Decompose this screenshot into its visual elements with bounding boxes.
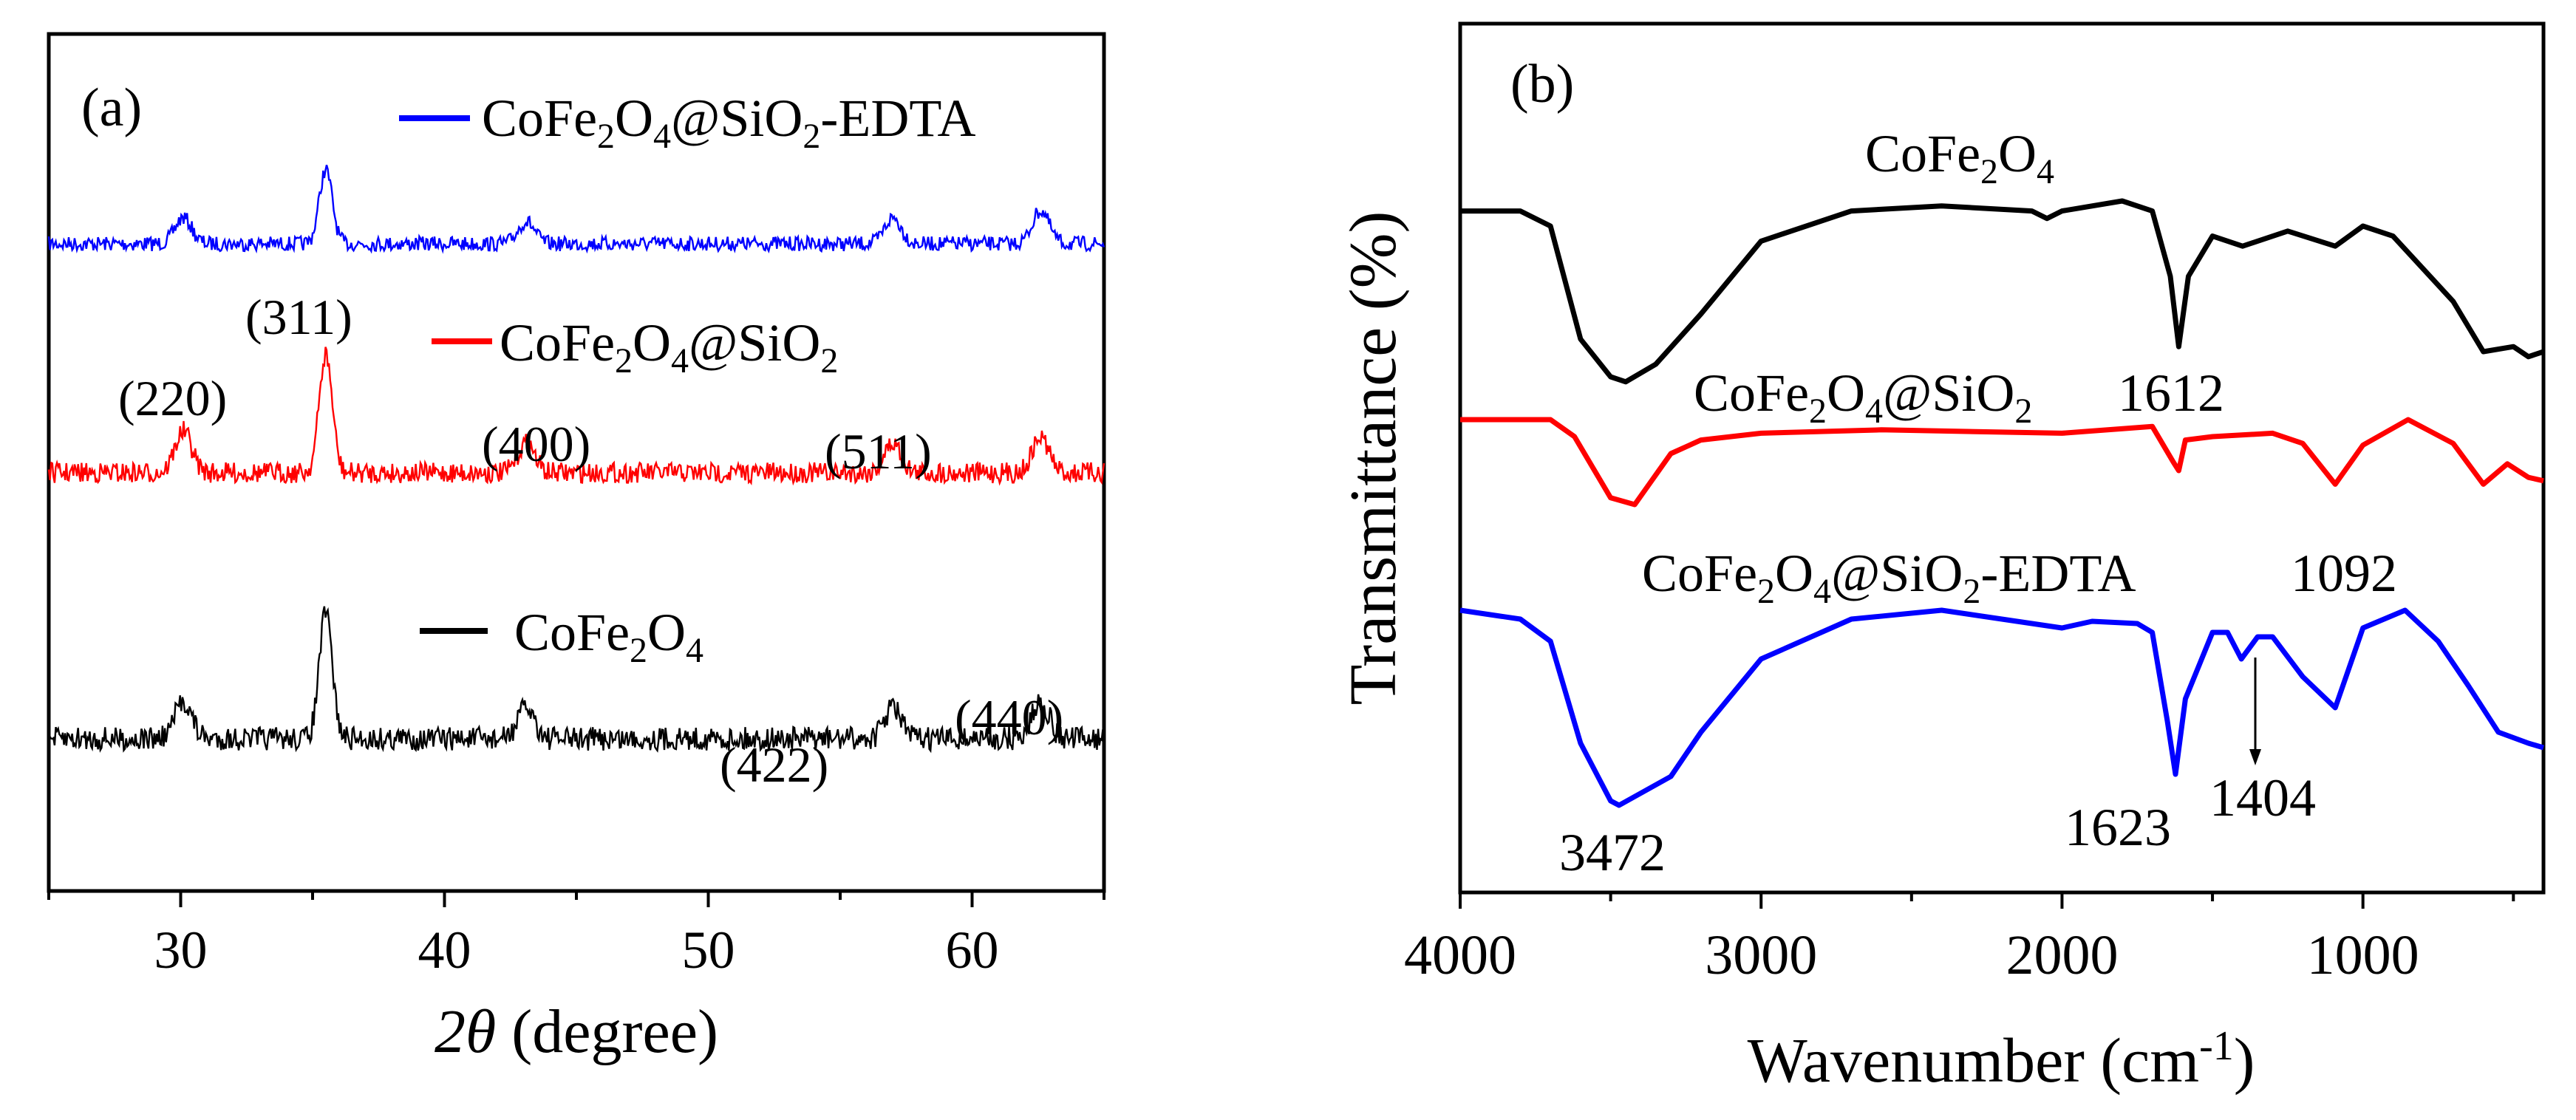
xrd-x-tick-label: 30: [154, 921, 208, 980]
xrd-annotation-220: (220): [118, 370, 227, 426]
xrd-x-axis-label: 2θ (degree): [435, 997, 718, 1066]
ftir-panel-label: (b): [1510, 54, 1574, 115]
xrd-x-tick-label: 40: [418, 921, 471, 980]
ftir-series-2: [1459, 607, 2544, 808]
xrd-x-tick-label: 50: [682, 921, 735, 980]
xrd-x-tick-label: 60: [946, 921, 999, 980]
xrd-legend-label-edta: CoFe2O4@SiO2-EDTA: [482, 89, 976, 156]
xrd-x-ticks: 30 40 50 60: [47, 891, 1105, 980]
ftir-label-sio2: CoFe2O4@SiO2: [1694, 363, 2032, 431]
xrd-series-1: [47, 346, 1105, 486]
ftir-annotation-1092: 1092: [2291, 544, 2397, 603]
ftir-series-group: [1459, 198, 2545, 808]
ftir-x-tick-label: 1000: [2307, 924, 2419, 986]
xrd-annotation-511: (511): [825, 423, 932, 479]
ftir-annotation-1623: 1623: [2065, 798, 2171, 857]
ftir-plot-frame: [1458, 21, 2546, 895]
xrd-series-group: [47, 164, 1105, 754]
ftir-panel: (b) 4000 3000 2000 1000 CoFe2O4 CoFe2O4@SiO…: [1337, 21, 2546, 1096]
xrd-annotation-311: (311): [245, 289, 352, 345]
xrd-legend-label-cofe2o4: CoFe2O4: [514, 603, 703, 670]
xrd-panel-label: (a): [81, 78, 142, 138]
ftir-x-tick-label: 3000: [1705, 924, 1817, 986]
ftir-x-ticks: 4000 3000 2000 1000: [1404, 892, 2515, 986]
ftir-label-cofe2o4: CoFe2O4: [1865, 124, 2054, 191]
ftir-series-1: [1460, 417, 2544, 508]
xrd-series-2: [47, 606, 1105, 754]
xrd-annotation-440: (440): [955, 689, 1063, 745]
xrd-panel: (a) 30 40 50 60 CoFe2O4@SiO2-EDTA CoFe2O4@S…: [47, 32, 1106, 1066]
ftir-label-edta: CoFe2O4@SiO2-EDTA: [1642, 544, 2136, 611]
xrd-legend-label-sio2: CoFe2O4@SiO2: [500, 313, 838, 380]
xrd-annotation-400: (400): [482, 416, 590, 472]
ftir-x-axis-label: Wavenumber (cm-1): [1748, 1023, 2255, 1096]
xrd-series-0: [47, 164, 1105, 254]
ftir-arrow-1404: [2249, 658, 2261, 765]
xrd-annotation-422: (422): [720, 737, 828, 793]
ftir-series-0: [1460, 198, 2545, 385]
ftir-annotation-1612: 1612: [2118, 363, 2224, 423]
ftir-annotation-3472: 3472: [1559, 823, 1666, 882]
ftir-y-axis-label: Transmittance (%): [1337, 211, 1410, 705]
ftir-x-tick-label: 2000: [2006, 924, 2118, 986]
ftir-x-tick-label: 4000: [1404, 924, 1516, 986]
ftir-annotation-1404: 1404: [2209, 768, 2316, 827]
